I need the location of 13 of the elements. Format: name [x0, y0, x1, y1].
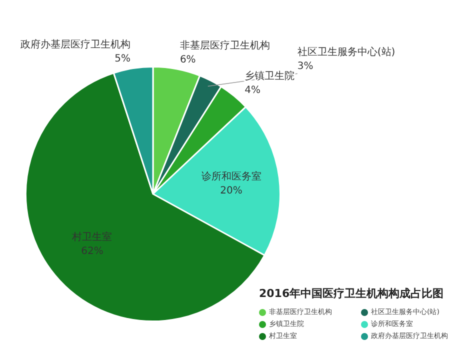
data-label: 62%	[81, 246, 104, 257]
slice-label: 政府办基层医疗卫生机构	[20, 38, 131, 51]
slice-label: 非基层医疗卫生机构	[180, 39, 270, 52]
slice-label: 村卫生室	[71, 230, 112, 243]
data-label: 4%	[244, 84, 261, 96]
data-label: 6%	[180, 54, 196, 66]
data-label: 20%	[220, 186, 242, 197]
slice-label: 社区卫生服务中心(站)	[297, 46, 396, 58]
text: 2016年中国医疗卫生机构构成占比图	[259, 286, 445, 301]
data-label: 3%	[297, 61, 314, 72]
slice-label: 乡镇卫生院	[244, 70, 295, 82]
slice-label: 诊所和医务室	[201, 170, 262, 183]
data-label: 5%	[114, 54, 131, 65]
